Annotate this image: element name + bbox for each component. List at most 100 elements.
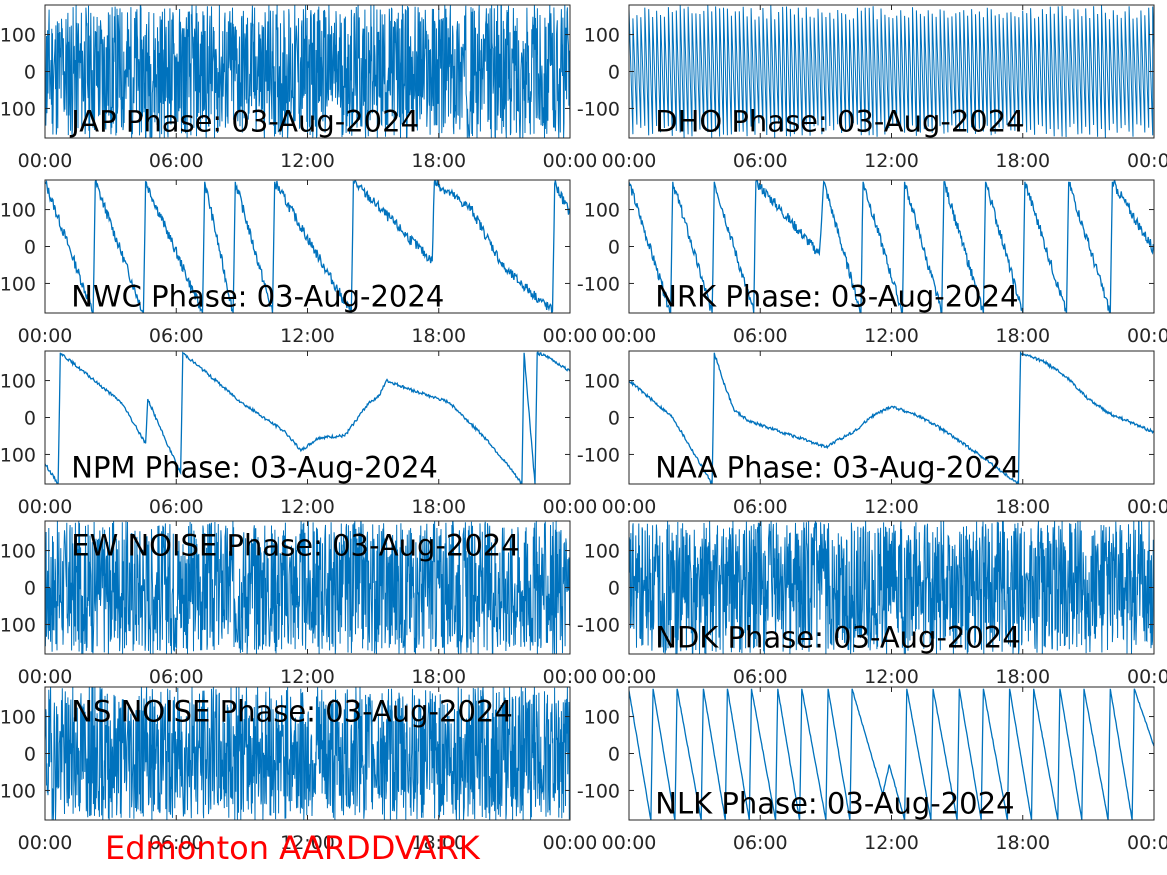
y-tick-label: -100: [577, 273, 620, 295]
x-tick-label: 00:00: [1127, 832, 1167, 854]
x-tick-label: 00:00: [543, 832, 598, 854]
panel-ndk: 100 0 -100 00:00 06:00 12:00 18:00 00:00 NDK Pha…: [577, 520, 1167, 688]
y-tick-label: 0: [24, 578, 36, 600]
series-line: [629, 521, 1154, 654]
x-tick-label: 12:00: [864, 832, 919, 854]
y-tick-label: 0: [608, 237, 620, 259]
x-tick-label: 06:00: [733, 325, 788, 347]
x-tick-label: 00:00: [602, 666, 657, 688]
panel-ns-noise: 100 0 -100 00:00 06:00 12:00 18:00 00:00 NS NOIS…: [0, 686, 598, 854]
series-line: [45, 687, 570, 820]
panel-title: NWC Phase: 03-Aug-2024: [71, 279, 444, 313]
series-line: [629, 351, 1154, 484]
x-tick-label: 00:00: [602, 832, 657, 854]
y-tick-label: 0: [608, 408, 620, 430]
y-tick-label: 100: [584, 25, 620, 47]
panel-nwc: 100 0 -100 00:00 06:00 12:00 18:00 00:00 NWC Pha…: [0, 179, 598, 347]
y-tick-label: -100: [0, 273, 36, 295]
panel-title: EW NOISE Phase: 03-Aug-2024: [71, 529, 519, 563]
x-tick-label: 12:00: [864, 150, 919, 172]
y-tick-label: 0: [608, 578, 620, 600]
series-line: [45, 521, 570, 654]
x-tick-label: 18:00: [995, 150, 1050, 172]
x-tick-label: 06:00: [733, 150, 788, 172]
x-tick-label: 18:00: [995, 496, 1050, 518]
x-tick-label: 18:00: [411, 325, 466, 347]
x-tick-label: 06:00: [149, 832, 204, 854]
panel-jap: 100 0 -100 00:00 06:00 12:00 18:00 00:00 JAP Pha…: [0, 4, 598, 172]
y-tick-label: -100: [577, 780, 620, 802]
y-tick-label: -100: [0, 780, 36, 802]
x-tick-label: 00:00: [543, 666, 598, 688]
x-tick-label: 18:00: [995, 325, 1050, 347]
y-tick-label: 100: [0, 541, 36, 563]
panel-ew-noise: 100 0 -100 00:00 06:00 12:00 18:00 00:00 EW NOIS…: [0, 520, 598, 688]
series-line: [629, 688, 1154, 820]
x-tick-label: 00:00: [1127, 150, 1167, 172]
x-tick-label: 00:00: [1127, 666, 1167, 688]
x-tick-label: 00:00: [18, 496, 73, 518]
x-tick-label: 12:00: [864, 666, 919, 688]
panel-title: NLK Phase: 03-Aug-2024: [655, 786, 1014, 820]
x-tick-label: 06:00: [733, 496, 788, 518]
panel-title: NRK Phase: 03-Aug-2024: [655, 279, 1018, 313]
x-tick-label: 18:00: [411, 150, 466, 172]
y-tick-label: 0: [24, 408, 36, 430]
y-tick-label: 100: [584, 541, 620, 563]
x-tick-label: 00:00: [602, 325, 657, 347]
y-tick-label: 100: [584, 200, 620, 222]
series-line: [629, 5, 1154, 138]
x-tick-label: 00:00: [18, 666, 73, 688]
x-tick-label: 00:00: [543, 325, 598, 347]
y-tick-label: -100: [577, 614, 620, 636]
x-tick-label: 06:00: [149, 496, 204, 518]
series-line: [45, 351, 570, 484]
x-tick-label: 06:00: [149, 666, 204, 688]
site-label: Edmonton AARDDVARK: [105, 829, 481, 867]
panel-title: JAP Phase: 03-Aug-2024: [69, 104, 419, 138]
y-tick-label: -100: [577, 444, 620, 466]
y-tick-label: 100: [0, 707, 36, 729]
panels: 100 0 -100 00:00 06:00 12:00 18:00 00:00 JAP Pha…: [0, 4, 1167, 854]
x-tick-label: 06:00: [733, 666, 788, 688]
series-line: [629, 180, 1154, 313]
x-tick-label: 00:00: [1127, 325, 1167, 347]
panel-dho: 100 0 -100 00:00 06:00 12:00 18:00 00:00 DHO Pha…: [577, 4, 1167, 172]
x-tick-label: 06:00: [733, 832, 788, 854]
x-tick-label: 00:00: [602, 150, 657, 172]
y-tick-label: 0: [24, 744, 36, 766]
x-tick-label: 12:00: [864, 325, 919, 347]
x-tick-label: 18:00: [411, 666, 466, 688]
panel-npm: 100 0 -100 00:00 06:00 12:00 18:00 00:00 NPM Pha…: [0, 350, 598, 518]
y-tick-label: 100: [0, 25, 36, 47]
x-tick-label: 18:00: [411, 832, 466, 854]
x-tick-label: 12:00: [280, 150, 335, 172]
panel-title: DHO Phase: 03-Aug-2024: [655, 104, 1024, 138]
y-tick-label: 0: [608, 744, 620, 766]
x-tick-label: 06:00: [149, 150, 204, 172]
panel-title: NDK Phase: 03-Aug-2024: [655, 620, 1020, 654]
y-tick-label: -100: [0, 444, 36, 466]
x-tick-label: 12:00: [280, 666, 335, 688]
x-tick-label: 00:00: [602, 496, 657, 518]
x-tick-label: 00:00: [543, 496, 598, 518]
x-tick-label: 12:00: [280, 325, 335, 347]
x-tick-label: 00:00: [18, 832, 73, 854]
panel-nlk: 100 0 -100 00:00 06:00 12:00 18:00 00:00 NLK Pha…: [577, 686, 1167, 854]
panel-naa: 100 0 -100 00:00 06:00 12:00 18:00 00:00 NAA Pha…: [577, 350, 1167, 518]
panel-nrk: 100 0 -100 00:00 06:00 12:00 18:00 00:00 NRK Pha…: [577, 179, 1167, 347]
x-tick-label: 00:00: [18, 325, 73, 347]
x-tick-label: 18:00: [995, 666, 1050, 688]
y-tick-label: 0: [24, 237, 36, 259]
x-tick-label: 12:00: [280, 832, 335, 854]
x-tick-label: 18:00: [995, 832, 1050, 854]
y-tick-label: 100: [0, 371, 36, 393]
panel-title: NAA Phase: 03-Aug-2024: [655, 450, 1020, 484]
x-tick-label: 06:00: [149, 325, 204, 347]
x-tick-label: 00:00: [1127, 496, 1167, 518]
x-tick-label: 00:00: [543, 150, 598, 172]
x-tick-label: 00:00: [18, 150, 73, 172]
y-tick-label: -100: [0, 614, 36, 636]
y-tick-label: 100: [584, 371, 620, 393]
